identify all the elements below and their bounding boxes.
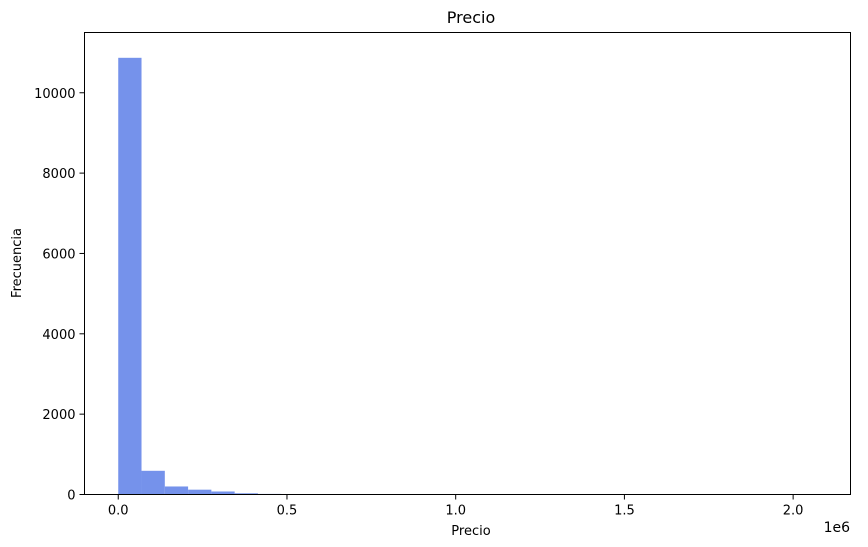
y-tick-label: 2000 xyxy=(42,408,75,423)
histogram-bar xyxy=(211,491,235,495)
y-tick-label: 6000 xyxy=(42,247,75,262)
y-axis-ticks: 0 2000 4000 6000 8000 10000 xyxy=(34,87,85,504)
x-tick-label: 1.0 xyxy=(445,504,466,519)
x-axis-label: Precio xyxy=(451,524,490,539)
y-tick-label: 0 xyxy=(67,489,75,504)
plot-frame xyxy=(84,32,851,495)
x-tick-label: 1.5 xyxy=(614,504,635,519)
histogram-bar xyxy=(234,493,258,495)
histogram-bar xyxy=(164,486,189,495)
y-axis-label: Frecuencia xyxy=(10,228,25,298)
histogram-bar xyxy=(141,470,165,495)
y-tick-label: 4000 xyxy=(42,328,75,343)
histogram-bar xyxy=(118,57,142,495)
histogram-bars xyxy=(118,57,817,495)
x-tick-label: 0.5 xyxy=(277,504,298,519)
y-tick-label: 10000 xyxy=(34,87,75,102)
x-scale-offset: 1e6 xyxy=(824,520,851,536)
x-axis-ticks: 0.0 0.5 1.0 1.5 2.0 xyxy=(108,494,804,519)
x-tick-label: 0.0 xyxy=(108,504,129,519)
y-tick-label: 8000 xyxy=(42,167,75,182)
x-tick-label: 2.0 xyxy=(783,504,804,519)
histogram-bar xyxy=(188,489,212,495)
chart-title: Precio xyxy=(447,8,495,27)
